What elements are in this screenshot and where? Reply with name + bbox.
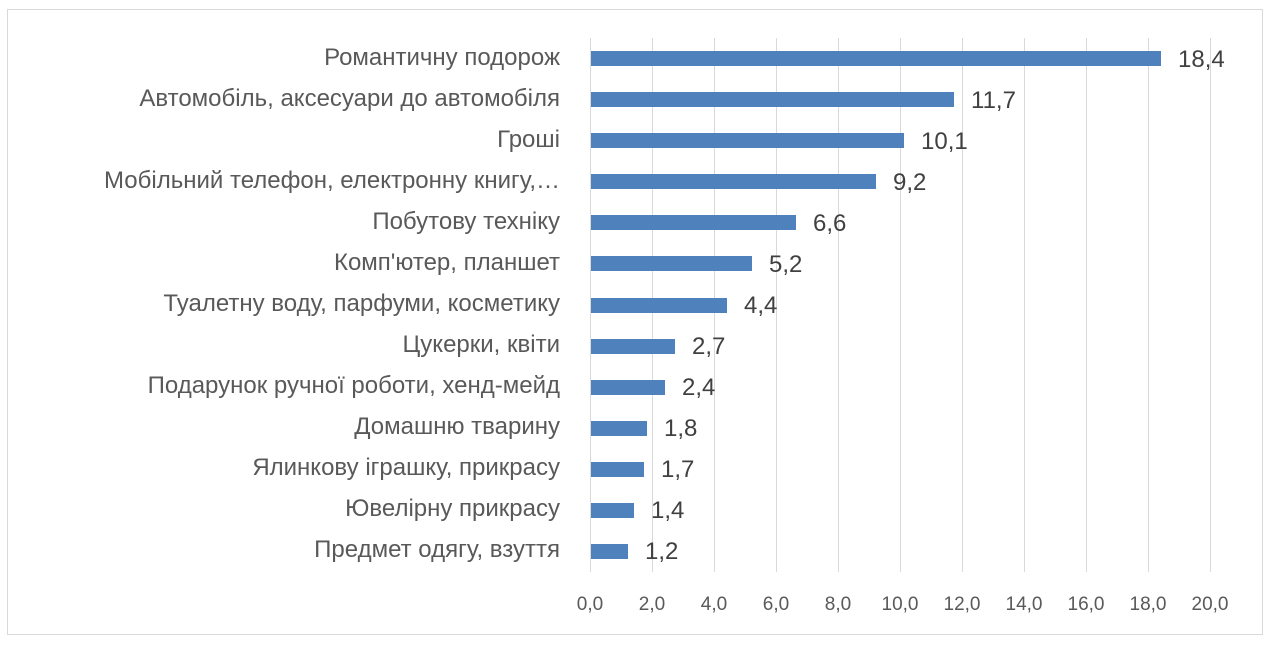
category-label: Мобільний телефон, електронну книгу,…	[104, 167, 560, 194]
data-label: 1,7	[661, 456, 695, 483]
category-label: Гроші	[497, 126, 560, 153]
bar	[591, 544, 628, 559]
category-label: Цукерки, квіти	[402, 331, 560, 358]
bar	[591, 51, 1161, 66]
bar	[591, 133, 904, 148]
bar	[591, 298, 727, 313]
y-axis-line	[590, 38, 591, 572]
bar	[591, 421, 647, 436]
x-tick-label: 10,0	[881, 594, 919, 615]
bar	[591, 174, 876, 189]
x-tick-label: 20,0	[1191, 594, 1229, 615]
category-label: Ялинкову іграшку, прикрасу	[252, 454, 560, 481]
bar	[591, 339, 675, 354]
gridline	[962, 38, 963, 572]
category-label: Предмет одягу, взуття	[314, 536, 560, 563]
x-tick-label: 16,0	[1067, 594, 1105, 615]
category-label: Побутову техніку	[372, 208, 560, 235]
bar	[591, 462, 644, 477]
data-label: 1,4	[651, 497, 685, 524]
bar	[591, 256, 752, 271]
data-label: 10,1	[921, 128, 968, 155]
x-tick-label: 8,0	[824, 594, 852, 615]
category-label: Подарунок ручної роботи, хенд-мейд	[147, 372, 560, 399]
category-label: Автомобіль, аксесуари до автомобіля	[139, 85, 560, 112]
x-tick-label: 2,0	[638, 594, 666, 615]
gridline	[1148, 38, 1149, 572]
bar	[591, 503, 634, 518]
data-label: 1,8	[664, 415, 698, 442]
data-label: 11,7	[971, 87, 1016, 114]
category-label: Домашню тварину	[354, 413, 560, 440]
bar	[591, 92, 954, 107]
data-label: 6,6	[813, 210, 847, 237]
category-label: Романтичну подорож	[324, 44, 560, 71]
data-label: 5,2	[769, 251, 803, 278]
category-label: Ювелірну прикрасу	[345, 495, 560, 522]
data-label: 2,7	[692, 333, 726, 360]
data-label: 2,4	[682, 374, 716, 401]
x-tick-label: 12,0	[943, 594, 981, 615]
x-tick-label: 6,0	[762, 594, 790, 615]
data-label: 1,2	[645, 538, 679, 565]
data-label: 9,2	[893, 169, 927, 196]
gridline	[1024, 38, 1025, 572]
chart-frame	[7, 9, 1263, 635]
bar	[591, 380, 665, 395]
gridline	[1086, 38, 1087, 572]
x-tick-label: 4,0	[700, 594, 728, 615]
bar	[591, 215, 796, 230]
x-tick-label: 0,0	[576, 594, 604, 615]
gridline	[900, 38, 901, 572]
x-tick-label: 14,0	[1005, 594, 1043, 615]
data-label: 18,4	[1178, 46, 1225, 73]
gridline	[838, 38, 839, 572]
category-label: Комп'ютер, планшет	[333, 249, 560, 276]
gridline	[1210, 38, 1211, 572]
gridline	[776, 38, 777, 572]
data-label: 4,4	[744, 292, 778, 319]
x-tick-label: 18,0	[1129, 594, 1167, 615]
category-label: Туалетну воду, парфуми, косметику	[163, 290, 560, 317]
